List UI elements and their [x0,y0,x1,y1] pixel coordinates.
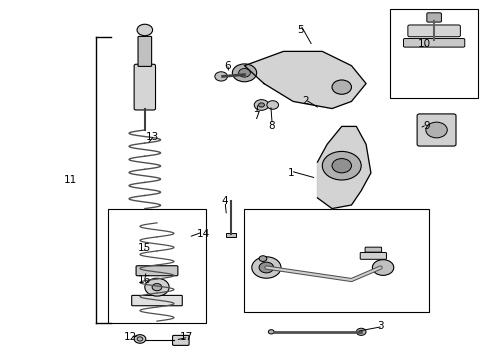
Text: 10: 10 [417,39,430,49]
Text: 3: 3 [377,321,383,332]
Text: 6: 6 [224,61,230,71]
FancyBboxPatch shape [416,114,455,146]
Circle shape [331,80,351,94]
FancyBboxPatch shape [131,296,182,306]
Text: 11: 11 [63,175,77,185]
Text: 8: 8 [267,121,274,131]
Text: 15: 15 [138,243,151,253]
FancyBboxPatch shape [365,247,381,252]
Circle shape [254,100,268,111]
FancyBboxPatch shape [134,64,155,110]
Text: 4: 4 [221,197,228,206]
FancyBboxPatch shape [136,266,178,276]
Circle shape [144,278,169,296]
Circle shape [259,262,273,273]
Circle shape [266,101,278,109]
FancyBboxPatch shape [360,252,386,259]
FancyBboxPatch shape [426,13,441,22]
FancyBboxPatch shape [138,36,151,66]
Text: 17: 17 [179,332,192,342]
FancyBboxPatch shape [407,25,459,37]
Circle shape [258,103,264,107]
Circle shape [137,337,142,341]
FancyBboxPatch shape [172,336,189,345]
Text: 13: 13 [145,132,159,142]
Text: 7: 7 [253,111,260,121]
Text: 14: 14 [196,229,209,239]
Bar [244,208,428,312]
Polygon shape [244,51,366,109]
Circle shape [331,158,351,173]
Text: 12: 12 [123,332,137,342]
Text: 5: 5 [297,25,303,35]
Circle shape [238,68,250,77]
Bar [225,233,235,237]
Circle shape [137,24,152,36]
Circle shape [134,335,145,343]
Circle shape [214,72,227,81]
Bar [108,208,205,323]
Circle shape [232,64,256,82]
Text: 2: 2 [302,96,308,107]
Circle shape [322,152,361,180]
Circle shape [259,256,266,261]
Circle shape [268,330,274,334]
Polygon shape [317,126,370,208]
FancyBboxPatch shape [403,39,464,47]
Circle shape [152,284,162,291]
Circle shape [425,122,447,138]
Text: 1: 1 [287,168,293,178]
Circle shape [356,328,366,336]
Text: 16: 16 [138,275,151,285]
Text: 9: 9 [423,121,429,131]
Bar [389,9,477,98]
Circle shape [372,260,393,275]
Circle shape [251,257,281,278]
